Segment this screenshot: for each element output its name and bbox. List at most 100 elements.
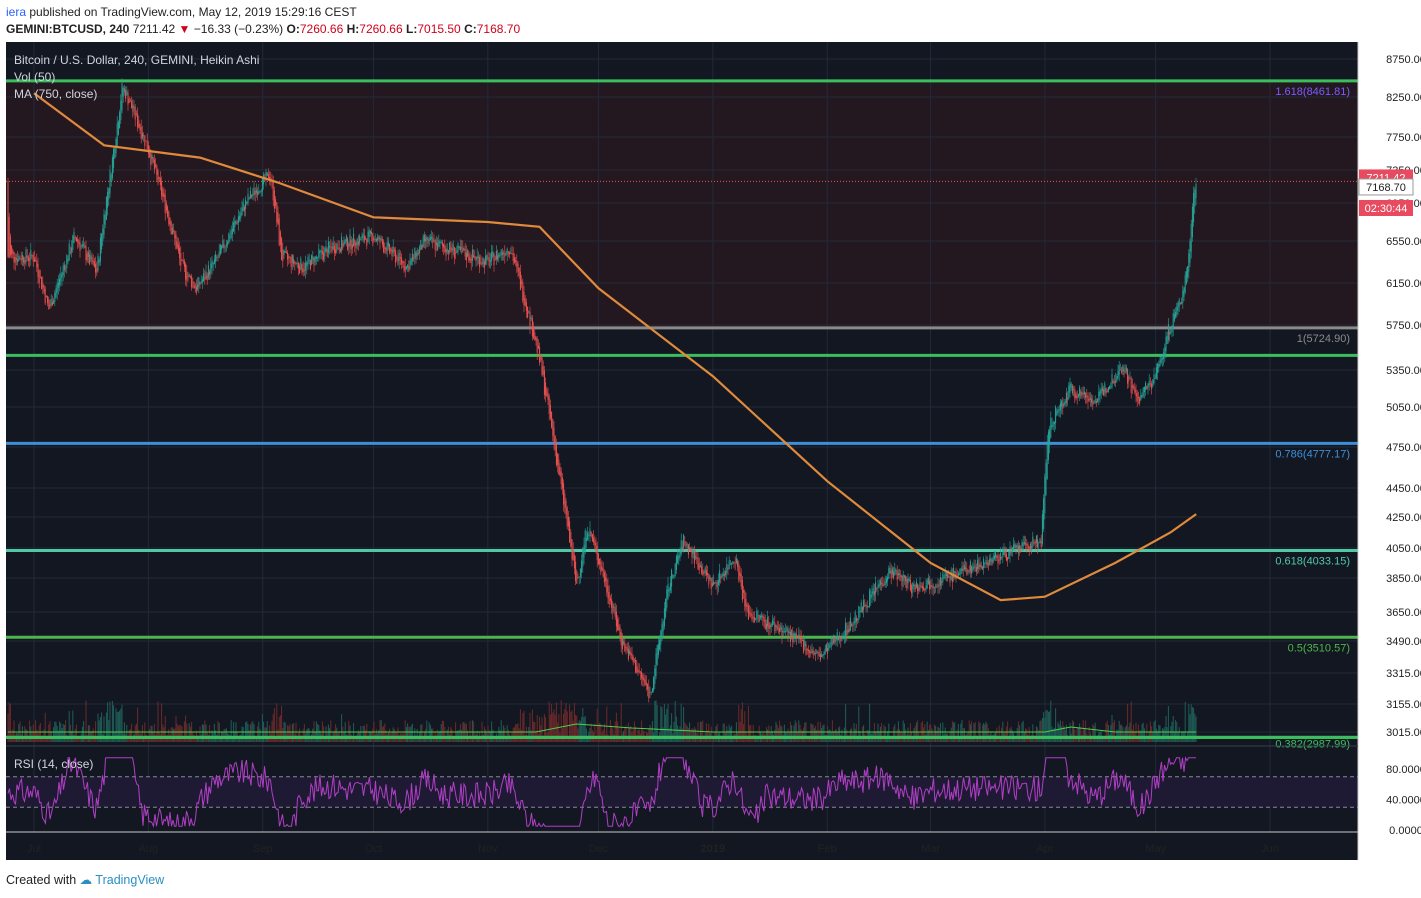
candle-body (464, 249, 466, 257)
candle-body (711, 583, 713, 587)
x-axis-label: Mar (921, 843, 940, 855)
candle-body (816, 651, 818, 654)
volume-bar (969, 724, 971, 742)
candle-body (435, 242, 437, 245)
price-chart[interactable]: 1.618(8461.81)1(5724.90)0.786(4777.17)0.… (0, 42, 1421, 862)
price-axis-label: 3650.00 (1386, 607, 1421, 619)
volume-bar (1170, 726, 1172, 742)
volume-bar (560, 700, 562, 742)
candle-body (456, 250, 458, 253)
candle-body (327, 241, 329, 253)
volume-bar (1158, 724, 1160, 742)
candle-body (708, 573, 710, 585)
candle-body (458, 246, 460, 248)
candle-body (495, 250, 497, 260)
candle-body (1141, 395, 1143, 398)
candle-body (1059, 403, 1061, 411)
candle-body (518, 267, 520, 276)
volume-bar (583, 717, 585, 742)
volume-bar (348, 720, 350, 742)
candle-body (318, 248, 320, 258)
fib-upper-zone (6, 80, 1358, 328)
candle-body (1014, 543, 1016, 548)
candle-body (837, 636, 839, 641)
volume-bar (1053, 727, 1055, 742)
publisher-name[interactable]: iera (6, 5, 27, 19)
candle-body (20, 258, 22, 261)
tradingview-brand[interactable]: TradingView (95, 873, 165, 887)
volume-bar (600, 723, 602, 742)
candle-body (39, 276, 41, 278)
volume-bar (518, 728, 520, 742)
candle-body (1163, 352, 1165, 360)
candle-body (338, 247, 340, 251)
volume-bar (519, 709, 521, 742)
candle-body (1063, 402, 1065, 407)
candle-body (117, 121, 119, 135)
candle-body (397, 257, 399, 265)
candle-body (299, 265, 301, 274)
candle-body (156, 165, 158, 176)
candle-body (368, 229, 370, 237)
volume-bar (135, 723, 137, 742)
candle-body (1068, 385, 1070, 399)
candle-body (248, 198, 250, 199)
volume-bar (827, 725, 829, 742)
volume-bar (416, 728, 418, 742)
candle-body (357, 242, 359, 245)
volume-bar (339, 737, 341, 742)
candle-body (967, 569, 969, 572)
low-value: 7015.50 (417, 22, 461, 36)
volume-bar (955, 736, 957, 742)
volume-bar (909, 723, 911, 742)
candle-body (842, 637, 844, 639)
candle-body (1044, 476, 1046, 514)
candle-body (13, 251, 15, 262)
candle-body (947, 574, 949, 579)
candle-body (191, 276, 193, 288)
candle-body (497, 255, 499, 260)
volume-bar (961, 720, 963, 742)
volume-bar (614, 721, 616, 742)
candle-body (140, 127, 142, 139)
candle-body (773, 621, 775, 623)
candle-body (1010, 551, 1012, 553)
candle-body (55, 288, 57, 298)
volume-bar (173, 728, 175, 742)
candle-body (296, 262, 298, 264)
rsi-line (7, 756, 1196, 829)
volume-bar (674, 700, 676, 742)
rsi-legend: RSI (14, close) (14, 757, 93, 771)
candle-body (890, 570, 892, 579)
candle-body (19, 258, 21, 260)
volume-bar (323, 726, 325, 742)
candle-body (249, 190, 251, 199)
candle-body (72, 235, 74, 250)
volume-bar (956, 729, 958, 742)
volume-bar (131, 723, 133, 742)
candle-body (255, 190, 257, 193)
candle-body (959, 573, 961, 575)
candle-body (291, 255, 293, 263)
candle-body (203, 273, 205, 282)
volume-bar (201, 724, 203, 742)
candle-body (419, 246, 421, 254)
candle-body (509, 252, 511, 255)
volume-bar (205, 724, 207, 742)
candle-body (603, 572, 605, 583)
tradingview-logo-icon[interactable]: ☁ (79, 873, 93, 887)
candle-body (1111, 373, 1113, 388)
candle-body (1062, 403, 1064, 409)
x-axis-label: Jun (1261, 843, 1279, 855)
candle-body (438, 240, 440, 247)
candle-body (785, 631, 787, 632)
candle-body (579, 568, 581, 577)
candle-body (1088, 399, 1090, 401)
candle-body (755, 618, 757, 620)
candle-body (1051, 425, 1053, 428)
volume-bar (417, 737, 419, 742)
candle-body (897, 573, 899, 576)
volume-bar (450, 727, 452, 742)
candle-body (383, 241, 385, 253)
volume-bar (528, 727, 530, 742)
